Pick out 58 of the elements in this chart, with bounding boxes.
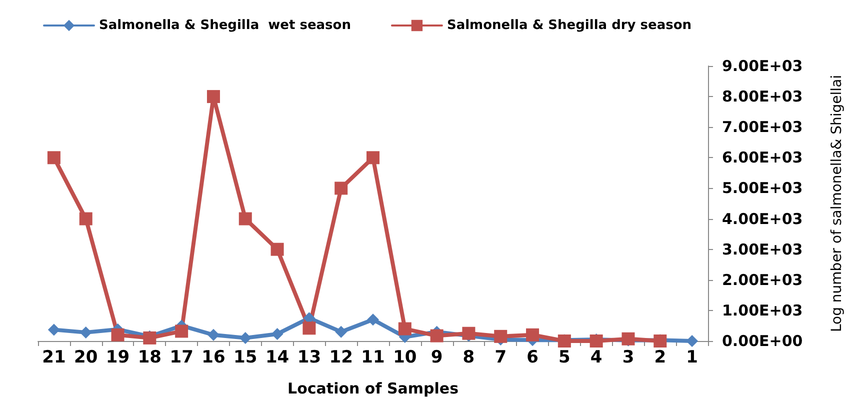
x-tick-label: 16 <box>202 348 226 368</box>
y-tick-label: 9.00E+03 <box>722 57 803 75</box>
y-tick-label: 2.00E+03 <box>722 270 803 289</box>
point <box>79 212 92 226</box>
x-tick-label: 9 <box>430 348 443 368</box>
point <box>271 328 284 340</box>
x-tick-label: 13 <box>297 348 322 368</box>
point <box>367 314 379 326</box>
x-tick-label: 7 <box>494 348 507 368</box>
point <box>175 324 188 338</box>
x-tick-label: 15 <box>234 348 258 368</box>
x-tick-label: 8 <box>462 348 475 368</box>
y-tick-label: 3.00E+03 <box>722 240 803 258</box>
x-tick-label: 4 <box>590 348 602 368</box>
x-tick-label: 5 <box>558 348 570 368</box>
point <box>239 332 252 344</box>
x-tick-label: 2 <box>654 348 666 368</box>
y-tick-label: 4.00E+03 <box>722 210 803 228</box>
x-tick-label: 3 <box>622 348 634 368</box>
x-tick-label: 20 <box>74 348 98 368</box>
x-tick-label: 6 <box>526 348 538 368</box>
point <box>494 330 508 343</box>
x-tick-label: 11 <box>361 348 385 368</box>
point <box>398 322 412 336</box>
x-tick-label: 19 <box>106 348 130 368</box>
y-tick-label: 8.00E+03 <box>722 88 803 106</box>
point <box>238 212 252 226</box>
legend-label: Salmonella & Shegilla wet season <box>99 18 351 33</box>
point <box>462 326 476 340</box>
point <box>302 322 316 335</box>
point <box>48 324 60 336</box>
y-axis-title: Log number of salmonella& Shigellai <box>829 74 845 332</box>
point <box>686 335 698 347</box>
point <box>47 151 60 164</box>
x-tick-label: 21 <box>42 348 66 368</box>
x-tick-label: 17 <box>170 348 194 368</box>
point <box>430 329 444 342</box>
point <box>207 328 220 341</box>
x-axis-title: Location of Samples <box>288 380 459 398</box>
y-tick-label: 5.00E+03 <box>722 179 803 198</box>
point <box>206 90 220 104</box>
x-tick-label: 14 <box>265 348 290 368</box>
y-tick-label: 0.00E+00 <box>722 332 803 350</box>
point <box>270 242 284 256</box>
x-tick-label: 18 <box>138 348 162 368</box>
point <box>526 328 540 342</box>
point <box>111 328 124 342</box>
legend-label: Salmonella & Shegilla dry season <box>446 18 692 33</box>
point <box>335 326 348 338</box>
point <box>334 182 348 195</box>
x-tick-label: 12 <box>329 348 353 368</box>
x-tick-label: 10 <box>393 348 417 368</box>
x-tick-label: 1 <box>686 348 698 368</box>
y-tick-label: 1.00E+03 <box>722 301 803 320</box>
y-tick-label: 7.00E+03 <box>722 118 803 136</box>
point <box>366 151 380 164</box>
y-tick-label: 6.00E+03 <box>722 148 803 167</box>
point <box>80 326 92 338</box>
